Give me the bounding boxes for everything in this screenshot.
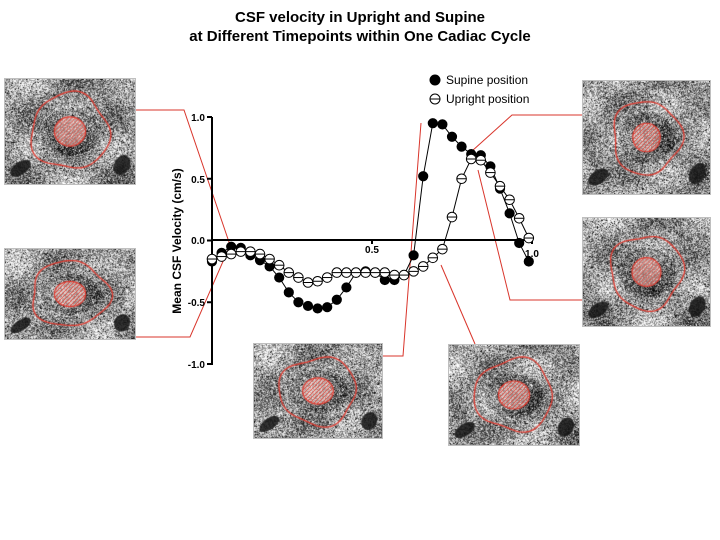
- point-marker: [418, 171, 429, 182]
- point-marker: [302, 300, 314, 312]
- connector-supine-peak: [471, 114, 582, 152]
- image-connectors: [134, 109, 582, 357]
- legend-supine-marker: [429, 74, 441, 86]
- point-marker: [456, 141, 467, 152]
- supine-point: [437, 119, 448, 130]
- mri-upright-early: [4, 78, 136, 185]
- supine-point: [427, 118, 438, 129]
- point-marker: [446, 131, 458, 142]
- upright-point: [216, 251, 227, 262]
- upright-point: [398, 269, 410, 281]
- point-marker: [331, 294, 342, 305]
- supine-point: [408, 250, 419, 261]
- upright-point: [235, 246, 247, 257]
- supine-point: [283, 287, 294, 298]
- connector-upright-peak: [477, 169, 582, 301]
- mri-upright-peak: [582, 217, 711, 327]
- upright-point: [417, 261, 429, 272]
- x-tick-label-1-0: 1.0: [525, 249, 539, 260]
- upright-point: [245, 246, 256, 257]
- supine-point: [418, 171, 429, 182]
- supine-point: [274, 272, 285, 283]
- upright-point: [427, 252, 439, 264]
- point-marker: [283, 287, 294, 298]
- supine-point: [302, 300, 314, 312]
- series-points: [206, 118, 535, 314]
- supine-point: [341, 282, 352, 293]
- supine-point: [523, 256, 534, 267]
- point-marker: [408, 250, 419, 261]
- point-marker: [504, 208, 515, 219]
- upright-point: [437, 243, 448, 255]
- legend-supine-label: Supine position: [446, 73, 528, 87]
- upright-point: [360, 267, 371, 278]
- upright-point: [475, 154, 487, 166]
- upright-point: [513, 212, 525, 224]
- y-tick-label-neg-0-5: -0.5: [188, 298, 206, 309]
- upright-point: [369, 267, 381, 278]
- chart-title-block: CSF velocity in Upright and Supine at Di…: [0, 8, 720, 46]
- upright-point: [504, 194, 515, 206]
- point-marker: [274, 272, 285, 283]
- supine-point: [514, 237, 525, 249]
- upright-point: [321, 272, 333, 283]
- y-tick-label-1-0: 1.0: [191, 113, 205, 124]
- point-marker: [514, 237, 525, 249]
- upright-point: [293, 272, 304, 283]
- upright-point: [408, 266, 419, 277]
- upright-point: [350, 267, 362, 278]
- upright-point: [523, 232, 535, 244]
- upright-point: [312, 275, 323, 287]
- upright-point: [331, 267, 343, 278]
- upright-point: [389, 269, 400, 281]
- connector-upright-rise: [440, 264, 476, 345]
- mri-supine-trough: [253, 343, 383, 439]
- upright-point: [456, 173, 467, 185]
- supine-point: [312, 303, 323, 314]
- supine-point: [331, 294, 342, 305]
- supine-point: [322, 302, 333, 313]
- mri-supine-peak: [582, 80, 711, 195]
- point-marker: [427, 118, 438, 129]
- supine-point: [504, 208, 515, 219]
- upright-point: [273, 259, 285, 271]
- point-marker: [293, 297, 304, 308]
- y-tick-label-0-5: 0.5: [191, 175, 205, 186]
- connector-supine-trough: [381, 122, 422, 357]
- y-tick-label-neg-1-0: -1.0: [188, 360, 206, 371]
- mri-supine-early: [4, 248, 136, 340]
- upright-point: [465, 153, 477, 165]
- upright-point: [264, 253, 275, 265]
- point-marker: [437, 119, 448, 130]
- point-marker: [523, 256, 534, 267]
- y-tick-label-0-0: 0.0: [191, 236, 205, 247]
- upright-point: [225, 248, 237, 260]
- y-axis-label: Mean CSF Velocity (cm/s): [170, 168, 184, 313]
- point-marker: [312, 303, 323, 314]
- supine-point: [446, 131, 458, 142]
- upright-point: [485, 167, 496, 178]
- upright-point: [254, 248, 266, 260]
- upright-point: [379, 267, 391, 278]
- chart-subtitle: at Different Timepoints within One Cadia…: [189, 28, 531, 45]
- legend: Supine position Upright position: [429, 73, 529, 106]
- supine-point: [456, 141, 467, 152]
- upright-point: [206, 253, 218, 265]
- upright-point: [494, 180, 506, 192]
- mri-upright-rise: [448, 344, 580, 446]
- upright-point: [341, 267, 352, 278]
- supine-point: [293, 297, 304, 308]
- point-marker: [341, 282, 352, 293]
- connector-upright-early: [134, 109, 231, 246]
- chart-title: CSF velocity in Upright and Supine: [234, 9, 486, 26]
- upright-point: [302, 277, 314, 288]
- legend-upright-label: Upright position: [446, 92, 529, 106]
- axes: 1.0 0.5 0.0 -0.5 -1.0 0.5 1.0 Mean CSF V…: [170, 113, 539, 371]
- upright-point: [283, 267, 295, 278]
- upright-point: [446, 211, 458, 223]
- point-marker: [322, 302, 333, 313]
- connector-supine-early: [134, 249, 229, 338]
- x-tick-label-0-5: 0.5: [365, 245, 379, 256]
